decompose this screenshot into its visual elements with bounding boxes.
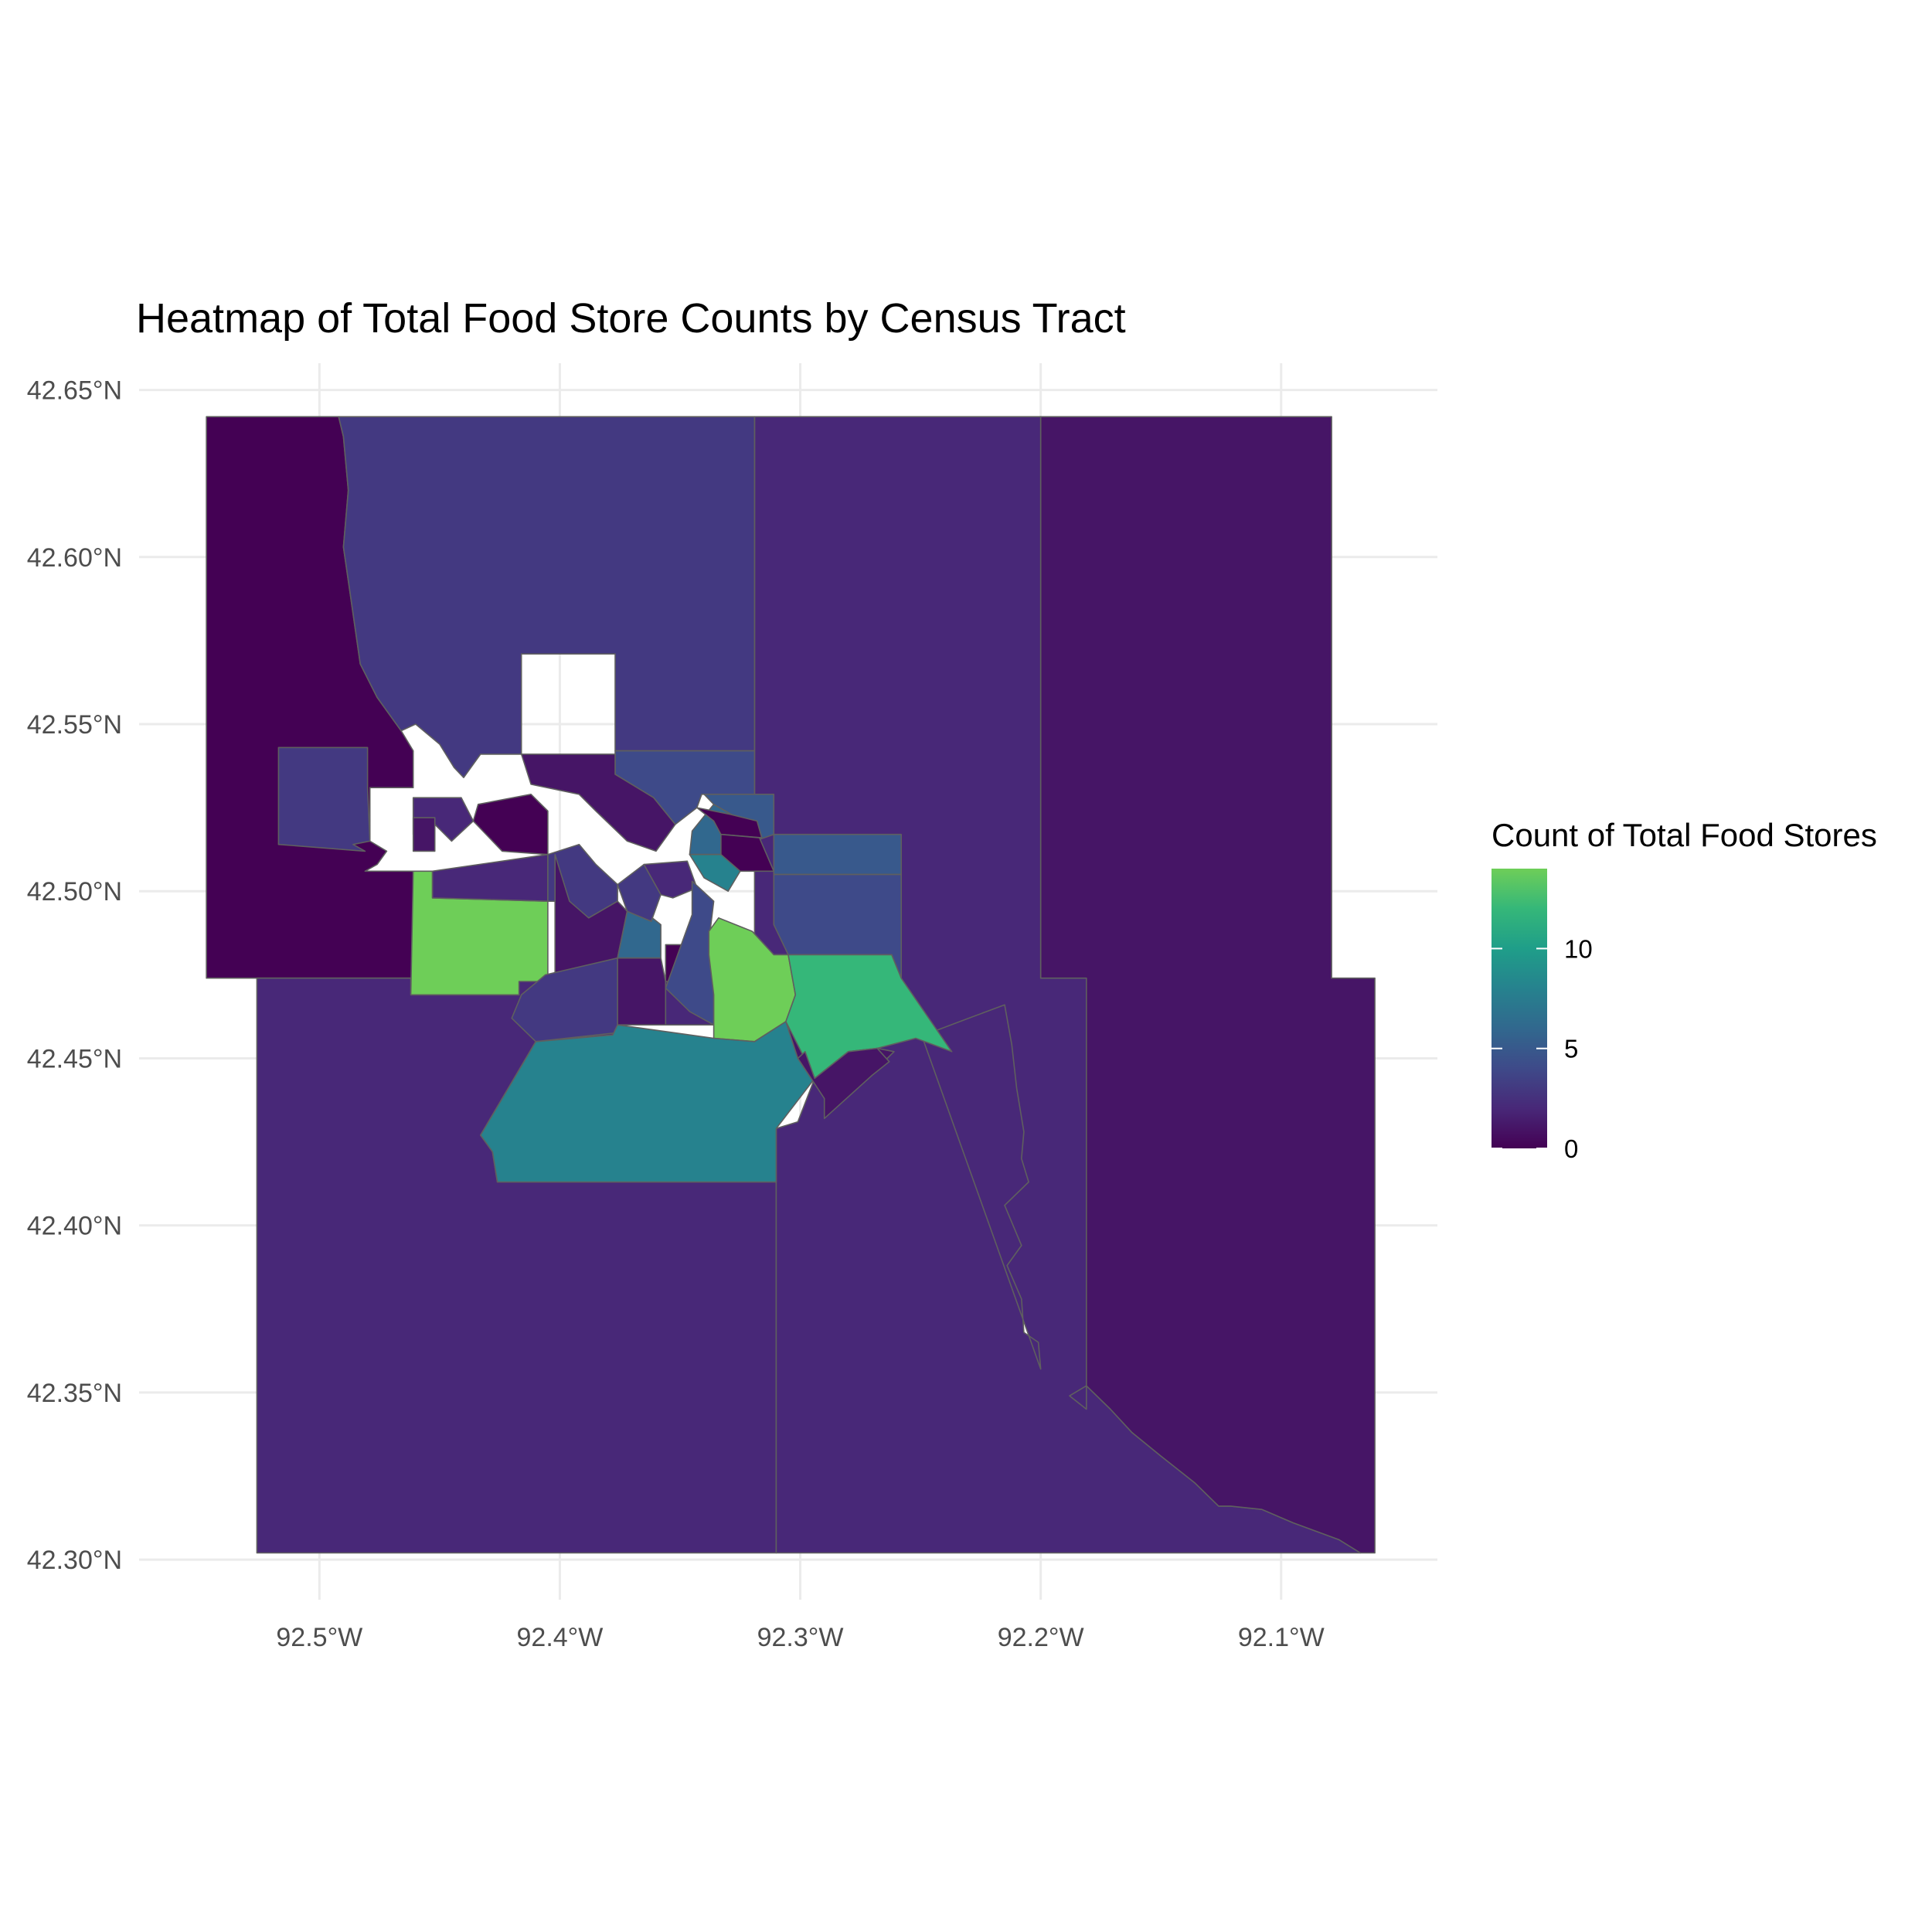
y-tick-label: 42.65°N	[27, 376, 122, 406]
census-tract-18	[617, 957, 667, 1026]
x-tick-label: 92.4°W	[517, 1623, 604, 1652]
census-tract-35	[797, 1047, 890, 1120]
color-legend: Count of Total Food Stores 0 5 10	[1492, 817, 1877, 1163]
x-tick-label: 92.5°W	[276, 1623, 362, 1652]
census-tract-11	[412, 817, 436, 852]
x-tick-label: 92.2°W	[998, 1623, 1084, 1652]
legend-tick-label: 10	[1564, 934, 1593, 963]
census-tract-10	[472, 794, 549, 855]
y-axis-tick-labels: 42.65°N 42.60°N 42.55°N 42.50°N 42.45°N 42.40…	[27, 376, 122, 1576]
x-axis-tick-labels: 92.5°W 92.4°W 92.3°W 92.2°W 92.1°W	[276, 1623, 1324, 1652]
y-tick-label: 42.45°N	[27, 1044, 122, 1073]
y-tick-label: 42.30°N	[27, 1546, 122, 1575]
census-tract-4	[1039, 416, 1376, 1554]
census-tract-25	[696, 807, 763, 838]
census-tract-9	[520, 753, 676, 852]
legend-title: Count of Total Food Stores	[1492, 817, 1877, 853]
y-tick-label: 42.40°N	[27, 1212, 122, 1241]
y-tick-label: 42.50°N	[27, 877, 122, 906]
legend-ticks: 0 5 10	[1492, 934, 1593, 1163]
y-tick-label: 42.55°N	[27, 710, 122, 740]
census-tract-5	[338, 416, 756, 779]
legend-tick-label: 0	[1564, 1134, 1578, 1163]
x-tick-label: 92.1°W	[1238, 1623, 1325, 1652]
census-tract-22	[643, 860, 698, 899]
census-tract-6	[277, 747, 371, 852]
census-tract-13	[431, 853, 549, 902]
census-tract-27	[773, 833, 902, 876]
y-tick-label: 42.35°N	[27, 1379, 122, 1408]
legend-color-bar	[1492, 869, 1547, 1148]
census-tract-26	[720, 833, 775, 872]
legend-tick-label: 5	[1564, 1035, 1578, 1063]
y-tick-label: 42.60°N	[27, 543, 122, 573]
census-tract-21	[617, 863, 662, 922]
census-tract-29	[689, 853, 741, 892]
x-tick-label: 92.3°W	[757, 1623, 844, 1652]
census-tracts	[206, 416, 1376, 1554]
chart-title: Heatmap of Total Food Store Counts by Ce…	[136, 295, 1126, 342]
